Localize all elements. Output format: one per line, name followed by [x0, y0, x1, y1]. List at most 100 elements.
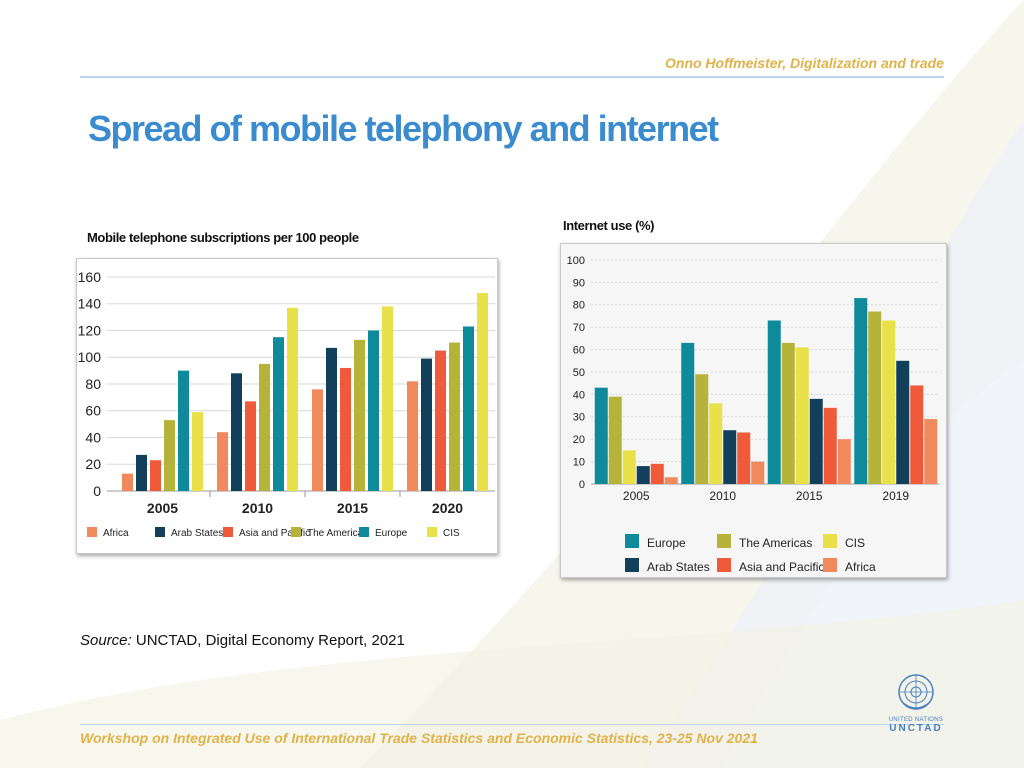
mobile-bar-asia-and-pacific-2015 — [340, 367, 351, 491]
internet-chart-caption: Internet use (%) — [563, 218, 655, 233]
top-divider — [80, 76, 944, 78]
mobile-legend-swatch-asia-and-pacific — [223, 527, 233, 537]
internet-bar-europe-2015 — [767, 320, 781, 484]
internet-bar-the-americas-2019 — [868, 311, 882, 484]
internet-y-tick-label: 100 — [567, 255, 585, 267]
mobile-y-tick-label: 120 — [78, 322, 102, 338]
mobile-bar-africa-2015 — [312, 389, 323, 491]
internet-y-tick-label: 80 — [573, 300, 585, 312]
unctad-logo-text: UNCTAD — [889, 723, 943, 734]
un-emblem-icon — [898, 674, 934, 710]
internet-bar-arab-states-2005 — [636, 466, 650, 484]
internet-x-tick-label: 2015 — [796, 489, 823, 503]
mobile-bar-asia-and-pacific-2005 — [150, 460, 161, 491]
mobile-y-tick-label: 60 — [85, 403, 101, 419]
mobile-y-tick-label: 80 — [85, 376, 101, 392]
internet-y-tick-label: 20 — [573, 434, 585, 446]
mobile-chart-caption: Mobile telephone subscriptions per 100 p… — [87, 230, 359, 245]
internet-bar-asia-and-pacific-2019 — [910, 385, 924, 484]
mobile-bar-arab-states-2005 — [136, 454, 147, 491]
internet-x-tick-label: 2019 — [882, 489, 909, 503]
mobile-y-tick-label: 160 — [78, 269, 102, 285]
mobile-bar-europe-2010 — [273, 337, 284, 491]
mobile-bar-africa-2005 — [122, 473, 133, 491]
internet-legend-label-the-americas: The Americas — [739, 536, 812, 550]
mobile-subscriptions-chart: 0 20 40 60 80 100 120 140 160 2005 2010 2015 2020 Afr… — [76, 258, 498, 554]
mobile-legend-label-europe: Europe — [375, 528, 408, 539]
internet-bar-the-americas-2005 — [608, 396, 622, 484]
mobile-bar-asia-and-pacific-2010 — [245, 401, 256, 491]
internet-bar-asia-and-pacific-2015 — [823, 407, 837, 484]
mobile-bar-the-americas-2005 — [164, 420, 175, 491]
internet-legend-label-arab-states: Arab States — [647, 560, 710, 574]
mobile-y-tick-label: 40 — [85, 429, 101, 445]
internet-bar-cis-2010 — [709, 403, 723, 484]
internet-bar-africa-2019 — [924, 419, 938, 484]
mobile-bar-europe-2005 — [178, 370, 189, 491]
mobile-x-tick-label: 2010 — [242, 500, 273, 516]
mobile-bar-cis-2010 — [287, 307, 298, 491]
mobile-y-tick-label: 100 — [78, 349, 102, 365]
mobile-bar-arab-states-2020 — [421, 358, 432, 491]
internet-bar-the-americas-2015 — [781, 342, 795, 484]
internet-legend-swatch-europe — [625, 534, 639, 548]
mobile-legend-swatch-africa — [87, 527, 97, 537]
mobile-legend-swatch-arab-states — [155, 527, 165, 537]
source-label: Source: — [80, 632, 132, 649]
internet-y-tick-label: 90 — [573, 277, 585, 289]
internet-bar-africa-2015 — [837, 439, 851, 484]
mobile-x-tick-label: 2020 — [432, 500, 463, 516]
mobile-chart-svg: 0 20 40 60 80 100 120 140 160 2005 2010 2015 2020 Afr… — [78, 269, 495, 539]
mobile-y-tick-label: 140 — [78, 296, 102, 312]
mobile-bar-arab-states-2015 — [326, 347, 337, 491]
internet-chart-svg: 0 10 20 30 40 50 60 70 80 90 100 2005 2010 2015 2019 Eu… — [567, 255, 939, 574]
internet-y-tick-label: 10 — [573, 456, 585, 468]
mobile-y-tick-label: 20 — [85, 456, 101, 472]
internet-bar-cis-2005 — [622, 450, 636, 484]
internet-bar-arab-states-2010 — [723, 430, 737, 484]
mobile-bar-europe-2015 — [368, 330, 379, 491]
slide-title: Spread of mobile telephony and internet — [88, 108, 719, 149]
internet-bar-asia-and-pacific-2005 — [650, 463, 664, 484]
internet-bar-cis-2019 — [882, 320, 896, 484]
mobile-legend-label-the-americas: The Americas — [307, 528, 368, 539]
mobile-bar-arab-states-2010 — [231, 373, 242, 491]
mobile-legend-swatch-cis — [427, 527, 437, 537]
internet-bar-europe-2010 — [681, 342, 695, 484]
internet-y-tick-label: 60 — [573, 344, 585, 356]
mobile-legend-label-arab-states: Arab States — [171, 528, 223, 539]
internet-bar-cis-2015 — [795, 347, 809, 484]
mobile-legend-label-africa: Africa — [103, 528, 129, 539]
internet-legend-swatch-asia-and-pacific — [717, 558, 731, 572]
internet-bar-europe-2005 — [594, 387, 608, 484]
unctad-logo: UNITED NATIONS UNCTAD — [888, 672, 944, 734]
internet-x-tick-label: 2010 — [709, 489, 736, 503]
internet-bar-africa-2010 — [751, 461, 765, 484]
internet-legend-swatch-cis — [823, 534, 837, 548]
mobile-bar-the-americas-2015 — [354, 339, 365, 491]
internet-legend-label-cis: CIS — [845, 536, 865, 550]
internet-use-chart: 0 10 20 30 40 50 60 70 80 90 100 2005 2010 2015 2019 Eu… — [560, 243, 947, 578]
internet-bar-africa-2005 — [664, 477, 678, 484]
internet-bar-arab-states-2015 — [809, 398, 823, 484]
mobile-bar-africa-2020 — [407, 381, 418, 491]
footer-text: Workshop on Integrated Use of Internatio… — [80, 730, 758, 746]
mobile-legend-label-cis: CIS — [443, 528, 460, 539]
source-text: UNCTAD, Digital Economy Report, 2021 — [135, 632, 405, 649]
internet-legend-swatch-the-americas — [717, 534, 731, 548]
internet-y-tick-label: 0 — [579, 479, 585, 491]
mobile-bar-cis-2005 — [192, 412, 203, 491]
internet-y-tick-label: 50 — [573, 367, 585, 379]
internet-y-tick-label: 40 — [573, 389, 585, 401]
internet-legend-swatch-arab-states — [625, 558, 639, 572]
mobile-x-tick-label: 2015 — [337, 500, 368, 516]
internet-bar-europe-2019 — [854, 298, 868, 484]
internet-bar-arab-states-2019 — [896, 360, 910, 484]
mobile-bar-africa-2010 — [217, 432, 228, 491]
mobile-legend-label-asia-and-pacific: Asia and Pacific — [239, 528, 310, 539]
mobile-x-tick-label: 2005 — [147, 500, 178, 516]
un-logo-text: UNITED NATIONS — [888, 717, 944, 723]
internet-bar-asia-and-pacific-2010 — [737, 432, 751, 484]
internet-x-tick-label: 2005 — [623, 489, 650, 503]
